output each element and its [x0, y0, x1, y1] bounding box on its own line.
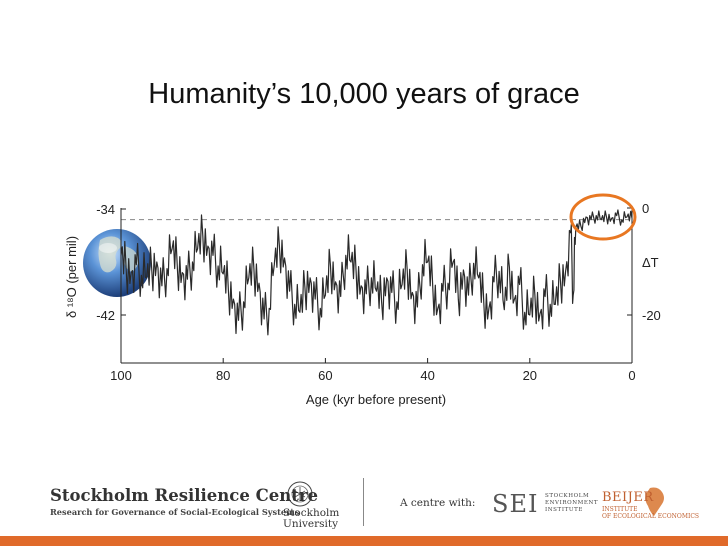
sei-name: STOCKHOLM ENVIRONMENT INSTITUTE	[545, 493, 598, 514]
data-trace	[120, 209, 633, 336]
bottom-accent-bar	[0, 536, 728, 546]
centre-with-text: A centre with:	[400, 497, 476, 509]
x-tick-label: 0	[628, 368, 635, 383]
sei-logo: SEI	[492, 490, 539, 518]
right-axis-label: ΔT	[642, 255, 659, 270]
x-tick-label: 60	[318, 368, 332, 383]
beijer-subtitle: INSTITUTE OF ECOLOGICAL ECONOMICS	[602, 506, 699, 520]
x-axis-label: Age (kyr before present)	[306, 392, 446, 407]
y-tick-label: -34	[96, 202, 115, 217]
y-axis-label: δ ¹⁸O (per mil)	[64, 236, 79, 318]
x-tick-label: 100	[110, 368, 132, 383]
y-tick-label: -42	[96, 308, 115, 323]
africa-map-icon	[610, 484, 670, 520]
su-line-1: Stockholm	[283, 507, 340, 519]
src-logo-name: Stockholm Resilience Centre	[50, 486, 319, 505]
stockholm-university-crest-icon	[287, 481, 313, 507]
holocene-highlight-circle	[569, 193, 637, 241]
slide-title: Humanity’s 10,000 years of grace	[148, 78, 580, 110]
beijer-name: BEIJER	[602, 490, 654, 505]
su-line-2: University	[283, 518, 339, 530]
right-tick-label: -20	[642, 308, 661, 323]
beijer-sub-2: OF ECOLOGICAL ECONOMICS	[602, 513, 700, 520]
x-tick-label: 40	[420, 368, 434, 383]
stockholm-university-name: Stockholm University	[283, 508, 339, 530]
sei-line-1: STOCKHOLM	[545, 493, 590, 499]
sei-line-3: INSTITUTE	[545, 507, 583, 513]
axes: 100 80 60 40 20 0 -34 -42 0 -20	[96, 201, 661, 383]
footer-divider	[363, 478, 364, 526]
src-logo-subtitle: Research for Governance of Social-Ecolog…	[50, 507, 300, 517]
beijer-sub-1: INSTITUTE	[602, 506, 638, 513]
sei-line-2: ENVIRONMENT	[545, 500, 599, 506]
right-tick-label: 0	[642, 201, 649, 216]
x-tick-label: 20	[523, 368, 537, 383]
x-tick-label: 80	[216, 368, 230, 383]
climate-chart: 100 80 60 40 20 0 -34 -42 0 -20 δ ¹⁸O (per mil) Δ…	[64, 193, 661, 407]
